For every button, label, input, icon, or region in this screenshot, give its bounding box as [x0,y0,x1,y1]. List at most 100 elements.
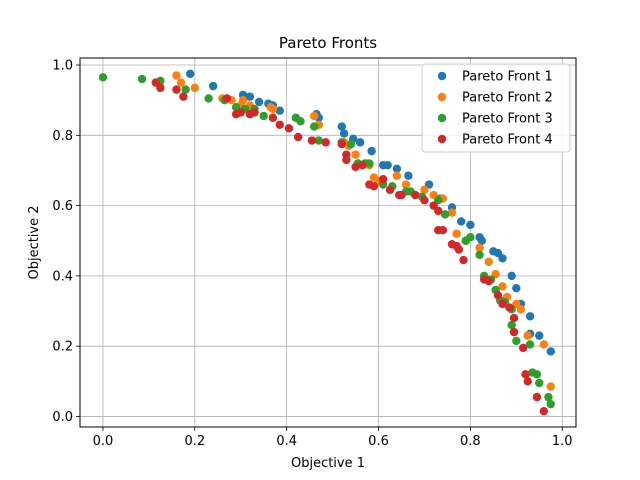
data-point-series-2 [452,229,461,238]
data-point-series-4 [509,313,519,323]
data-point-series-2 [176,78,186,87]
data-point-series-2 [498,282,507,291]
data-point-series-3 [259,111,268,121]
data-point-series-4 [505,303,514,312]
data-point-series-4 [521,370,530,379]
data-point-series-2 [447,208,457,217]
data-point-series-3 [546,399,555,409]
legend-box [421,63,571,153]
legend-marker-2 [437,92,447,102]
data-point-series-2 [516,305,526,314]
data-point-series-4 [179,92,188,101]
data-point-series-1 [254,97,264,107]
data-point-series-1 [383,160,392,170]
x-tick-label: 1.0 [552,434,573,449]
data-point-series-2 [420,185,429,194]
data-point-series-2 [475,243,484,252]
data-point-series-1 [355,138,365,147]
legend-marker-4 [437,134,447,144]
data-point-series-1 [535,331,544,340]
y-tick-label: 0.4 [52,269,73,284]
data-point-series-4 [438,226,448,235]
y-tick-label: 0.2 [52,340,73,355]
data-point-series-2 [238,95,248,105]
data-point-series-1 [245,92,255,101]
data-point-series-1 [498,254,507,263]
data-point-series-4 [378,175,388,184]
data-point-series-4 [420,196,429,205]
data-point-series-4 [337,139,346,149]
data-point-series-2 [523,331,532,340]
data-point-series-1 [337,122,346,131]
data-point-series-4 [484,276,493,286]
data-point-series-4 [518,343,528,353]
data-point-series-1 [525,312,535,321]
data-point-series-1 [392,164,402,173]
legend: Pareto Front 1 Pareto Front 2 Pareto Front… [421,63,571,153]
data-point-series-2 [546,382,555,391]
data-point-series-4 [454,245,464,254]
data-point-series-1 [367,146,376,156]
data-point-series-4 [268,113,278,122]
data-point-series-1 [512,283,521,293]
data-point-series-2 [484,257,493,267]
data-point-series-3 [532,370,542,379]
data-point-series-1 [404,171,413,180]
data-point-series-4 [523,377,532,386]
data-point-series-1 [546,347,555,356]
x-tick-label: 0.6 [368,434,389,449]
axis-ticks: 0.0 0.2 0.4 0.6 0.8 1.0 0.0 0.2 0.4 0.6 0.8 1.0 [52,59,572,449]
data-point-series-3 [507,320,516,330]
data-point-series-1 [186,69,195,79]
legend-label-1: Pareto Front 1 [462,70,553,85]
data-point-series-4 [351,162,360,172]
data-point-series-4 [498,299,507,309]
data-point-series-4 [434,206,443,216]
data-point-series-1 [456,217,466,226]
legend-marker-3 [437,113,447,123]
y-tick-label: 1.0 [52,59,73,74]
data-point-series-1 [507,271,516,281]
data-point-series-2 [351,150,360,159]
data-point-series-4 [397,190,406,200]
data-point-series-4 [284,124,294,133]
data-point-series-2 [172,71,181,80]
legend-label-4: Pareto Front 4 [462,133,553,148]
y-axis-label: Objective 2 [27,205,42,279]
data-point-series-3 [314,136,324,145]
data-point-series-4 [411,190,420,200]
data-point-series-3 [310,122,319,131]
x-axis-label: Objective 1 [291,456,365,471]
legend-label-3: Pareto Front 3 [462,112,553,127]
data-point-series-4 [493,291,503,300]
data-point-series-4 [532,392,542,402]
data-point-series-3 [525,340,535,349]
data-point-series-4 [236,108,245,117]
data-point-series-4 [369,182,379,191]
data-point-series-1 [208,81,218,91]
data-point-series-2 [539,340,549,349]
data-point-series-3 [181,85,190,94]
y-tick-label: 0.6 [52,199,73,214]
data-point-series-3 [440,210,450,219]
data-point-series-3 [466,233,475,242]
legend-label-2: Pareto Front 2 [462,91,553,106]
data-point-series-2 [401,180,411,189]
data-point-series-3 [512,336,521,346]
x-tick-label: 0.8 [460,434,481,449]
x-tick-label: 0.4 [276,434,297,449]
data-point-series-4 [358,160,367,170]
data-point-series-4 [293,132,303,142]
data-point-series-4 [307,136,317,145]
data-point-series-1 [477,236,487,245]
data-point-series-3 [544,392,553,402]
data-point-series-1 [339,129,349,138]
data-point-series-4 [342,155,351,165]
x-tick-label: 0.2 [184,434,205,449]
data-point-series-3 [475,250,484,259]
data-point-series-3 [535,378,544,388]
data-points [98,69,555,416]
data-point-series-2 [392,171,402,180]
data-point-series-4 [156,83,165,93]
data-point-series-4 [321,138,330,147]
